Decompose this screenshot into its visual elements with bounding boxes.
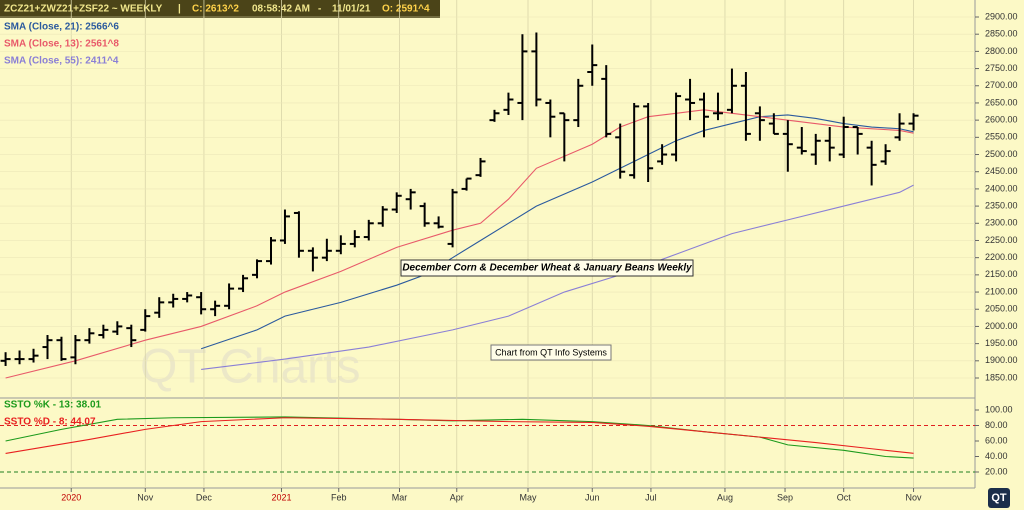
y-tick-label: 2550.00 [985,132,1018,142]
y-tick-label: 2500.00 [985,149,1018,159]
legend-entry: SMA (Close, 13): 2561^8 [4,39,119,50]
annotation-title: December Corn & December Wheat & January… [402,263,692,274]
x-tick-label: Mar [392,492,408,502]
y-tick-label: 80.00 [985,420,1008,430]
watermark: QT Charts [140,341,361,394]
x-tick-label: Dec [196,492,213,502]
y-tick-label: 2150.00 [985,269,1018,279]
x-tick-label: Sep [777,492,793,502]
y-tick-label: 2600.00 [985,115,1018,125]
y-tick-label: 2900.00 [985,11,1018,21]
y-tick-label: 2750.00 [985,63,1018,73]
header-symbol: ZCZ21+ZWZ21+ZSF22 ~ WEEKLY [4,4,163,15]
header-bar [0,0,440,18]
logo-box [988,488,1010,508]
header-close: C: 2613^2 [192,4,239,15]
header-dash: - [318,4,321,15]
annotation-box [490,344,612,361]
line-series [5,417,914,454]
legend-entry: SSTO %D - 8: 44.07 [4,417,96,428]
y-tick-label: 2400.00 [985,183,1018,193]
y-tick-label: 1900.00 [985,355,1018,365]
y-tick-label: 2350.00 [985,200,1018,210]
y-tick-label: 2050.00 [985,304,1018,314]
legend-entry: SMA (Close, 21): 2566^6 [4,22,119,33]
legend-entry: SSTO %K - 13: 38.01 [4,400,102,411]
y-tick-label: 40.00 [985,451,1008,461]
y-tick-label: 2800.00 [985,46,1018,56]
x-tick-label: Feb [331,492,347,502]
y-tick-label: 2850.00 [985,29,1018,39]
y-tick-label: 2650.00 [985,97,1018,107]
y-tick-label: 100.00 [985,404,1013,414]
annotation-box [400,259,694,277]
x-tick-label: Jun [585,492,600,502]
y-tick-label: 2450.00 [985,166,1018,176]
y-tick-label: 2100.00 [985,286,1018,296]
x-tick-label: Nov [906,492,923,502]
y-tick-label: 2300.00 [985,218,1018,228]
header-time: 08:58:42 AM [252,4,310,15]
header-open: O: 2591^4 [382,4,430,15]
x-tick-label: Oct [837,492,852,502]
x-tick-label: Apr [450,492,464,502]
legend-entry: SMA (Close, 55): 2411^4 [4,56,119,67]
y-tick-label: 2250.00 [985,235,1018,245]
x-tick-label: May [520,492,538,502]
y-tick-label: 2200.00 [985,252,1018,262]
x-tick-label: 2021 [271,492,291,502]
y-tick-label: 1950.00 [985,338,1018,348]
y-tick-label: 1850.00 [985,372,1018,382]
x-tick-label: Nov [137,492,154,502]
annotation-credit: Chart from QT Info Systems [495,347,607,357]
x-tick-label: Jul [645,492,657,502]
y-tick-label: 2700.00 [985,80,1018,90]
line-series [5,416,914,459]
header-sep: | [178,4,181,15]
x-tick-label: Aug [717,492,733,502]
logo: QT [991,492,1007,504]
y-tick-label: 60.00 [985,435,1008,445]
y-tick-label: 20.00 [985,466,1008,476]
x-tick-label: 2020 [61,492,81,502]
header-date: 11/01/21 [332,4,371,15]
y-tick-label: 2000.00 [985,321,1018,331]
